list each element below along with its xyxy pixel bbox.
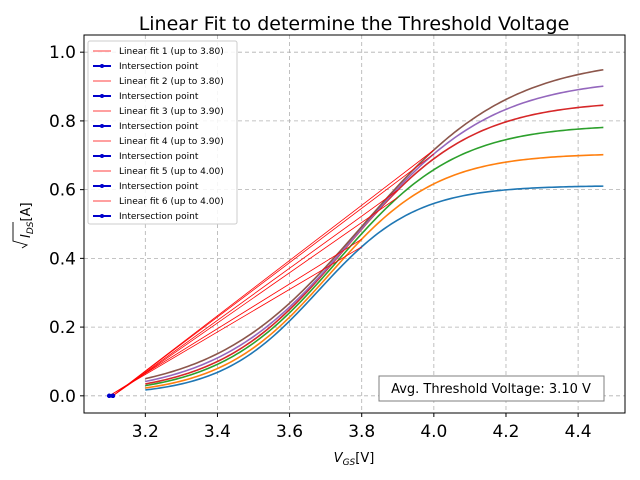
legend-fit-label: Linear fit 4 (up to 3.90) bbox=[119, 137, 224, 147]
threshold-annotation: Avg. Threshold Voltage: 3.10 V bbox=[378, 375, 605, 402]
annotation-text: Avg. Threshold Voltage: 3.10 V bbox=[391, 382, 591, 397]
x-tick-label: 3.2 bbox=[132, 422, 159, 442]
legend-box bbox=[87, 40, 238, 225]
x-axis-ticks: 3.2 3.4 3.6 3.8 4.0 4.2 4.4 bbox=[132, 413, 592, 442]
x-tick-label: 3.4 bbox=[204, 422, 231, 442]
y-axis-label-sub: DS bbox=[26, 221, 36, 234]
legend-point-label: Intersection point bbox=[119, 62, 199, 72]
legend-fit-label: Linear fit 2 (up to 3.80) bbox=[119, 77, 224, 87]
y-tick-label: 0.0 bbox=[49, 387, 76, 407]
intersection-layer bbox=[107, 393, 116, 399]
legend-point-label: Intersection point bbox=[119, 122, 199, 132]
legend-point-label: Intersection point bbox=[119, 152, 199, 162]
x-axis-label: VGS[V] bbox=[334, 451, 375, 468]
linear-fit-5 bbox=[112, 153, 435, 397]
x-axis-label-sub: GS bbox=[343, 458, 356, 468]
intersection-point-6 bbox=[110, 393, 116, 399]
linear-fit-3 bbox=[112, 197, 399, 397]
legend-point-marker bbox=[100, 124, 104, 128]
x-axis-label-unit: [V] bbox=[355, 451, 374, 466]
y-tick-label: 0.2 bbox=[49, 318, 76, 338]
svg-text:IDS[A]: IDS[A] bbox=[19, 202, 36, 238]
y-axis-label-main: I bbox=[19, 234, 34, 238]
y-axis-label-unit: [A] bbox=[19, 202, 34, 221]
intersection-point-2 bbox=[107, 393, 112, 399]
x-tick-label: 4.4 bbox=[565, 422, 592, 442]
legend-point-marker bbox=[100, 214, 104, 218]
legend-point-marker bbox=[100, 184, 104, 188]
x-tick-label: 3.8 bbox=[348, 422, 375, 442]
x-tick-label: 3.6 bbox=[276, 422, 303, 442]
legend-fit-label: Linear fit 1 (up to 3.80) bbox=[119, 47, 224, 57]
legend-point-marker bbox=[100, 64, 104, 68]
legend-point-label: Intersection point bbox=[119, 182, 199, 192]
y-axis-ticks: 0.0 0.2 0.4 0.6 0.8 1.0 bbox=[49, 43, 84, 407]
curve-curve-2 bbox=[145, 153, 604, 389]
chart-title: Linear Fit to determine the Threshold Vo… bbox=[139, 13, 570, 35]
legend-point-marker bbox=[100, 154, 104, 158]
y-tick-label: 0.8 bbox=[49, 112, 76, 132]
fit-layer bbox=[109, 149, 435, 397]
legend-point-label: Intersection point bbox=[119, 212, 199, 222]
legend-fit-label: Linear fit 6 (up to 4.00) bbox=[119, 197, 224, 207]
sqrt-symbol bbox=[12, 222, 29, 249]
y-tick-label: 1.0 bbox=[49, 43, 76, 63]
plot-frame bbox=[83, 34, 626, 414]
legend-point-marker bbox=[100, 94, 104, 98]
y-tick-label: 0.6 bbox=[49, 181, 76, 201]
x-axis-label-main: V bbox=[334, 451, 344, 466]
y-axis-label: IDS[A] bbox=[12, 202, 36, 249]
curve-curve-1 bbox=[145, 185, 604, 391]
legend-fit-label: Linear fit 3 (up to 3.90) bbox=[119, 107, 224, 117]
linear-fit-1 bbox=[109, 246, 362, 397]
linear-fit-2 bbox=[109, 238, 362, 397]
legend-fit-label: Linear fit 5 (up to 4.00) bbox=[119, 167, 224, 177]
x-tick-label: 4.0 bbox=[420, 422, 447, 442]
linear-fit-6 bbox=[112, 149, 435, 397]
curve-curve-6 bbox=[145, 68, 604, 380]
annotation-box bbox=[378, 375, 605, 402]
legend-point-label: Intersection point bbox=[119, 92, 199, 102]
y-tick-label: 0.4 bbox=[49, 249, 76, 269]
x-tick-label: 4.2 bbox=[492, 422, 519, 442]
curve-curve-3 bbox=[145, 126, 604, 387]
legend: Linear fit 1 (up to 3.80) Intersection po… bbox=[87, 40, 238, 225]
linear-fit-4 bbox=[112, 189, 399, 397]
